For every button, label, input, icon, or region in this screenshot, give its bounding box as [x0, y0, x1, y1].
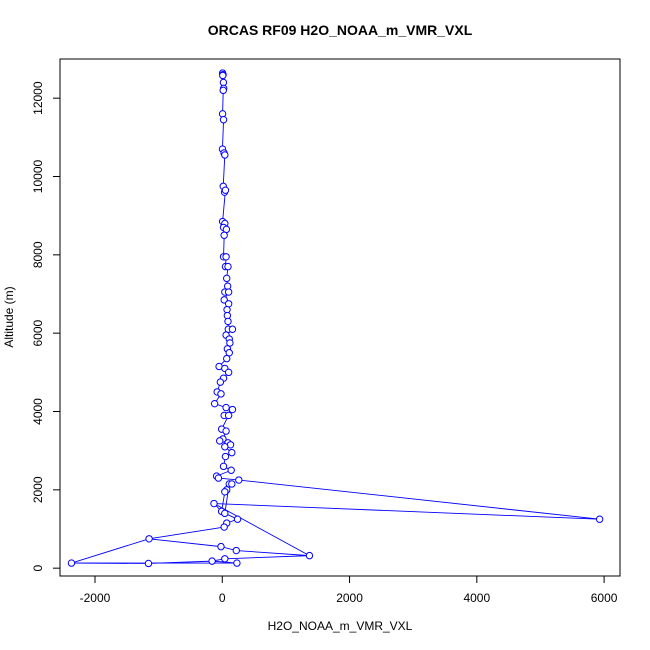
chart-title: ORCAS RF09 H2O_NOAA_m_VMR_VXL — [208, 22, 473, 38]
data-point — [216, 437, 224, 445]
data-point — [595, 515, 604, 523]
series-segment — [222, 154, 226, 187]
series-segment — [213, 503, 310, 557]
data-point — [222, 403, 230, 412]
data-point — [227, 466, 235, 474]
series-segment — [238, 479, 600, 520]
data-point — [224, 411, 233, 420]
data-point — [222, 427, 230, 435]
data-point — [219, 71, 227, 80]
x-tick-label: 4000 — [463, 591, 490, 605]
data-point — [235, 476, 243, 484]
series-segment — [149, 526, 225, 540]
data-point — [221, 555, 229, 563]
data-point — [221, 151, 229, 159]
data-point — [144, 559, 153, 568]
x-tick-label: 6000 — [591, 591, 618, 605]
data-point — [224, 262, 232, 271]
series-segment — [222, 90, 224, 114]
data-point — [210, 399, 219, 408]
data-point — [233, 515, 242, 523]
series-lines — [71, 72, 600, 564]
data-point — [219, 462, 228, 471]
data-point — [221, 443, 229, 451]
data-point — [222, 253, 230, 261]
series-segment — [222, 119, 224, 150]
data-point — [221, 452, 230, 461]
data-point — [233, 559, 241, 567]
x-tick-label: 0 — [219, 591, 226, 605]
data-point — [223, 274, 231, 283]
series-segment — [213, 503, 600, 520]
x-axis: -2000 0 2000 4000 6000 — [80, 575, 618, 605]
data-point — [219, 86, 227, 95]
data-point — [220, 231, 228, 239]
y-tick-label: 8000 — [31, 241, 45, 268]
data-point — [232, 546, 240, 555]
data-point — [67, 559, 76, 567]
y-tick-label: 0 — [31, 565, 45, 572]
data-point — [214, 474, 223, 482]
data-point — [305, 551, 314, 560]
series-segment — [149, 538, 222, 548]
data-point — [220, 523, 228, 531]
data-point — [217, 542, 225, 551]
x-tick-label: 2000 — [336, 591, 363, 605]
series-segment — [224, 555, 310, 560]
series-segment — [71, 538, 150, 564]
data-point — [221, 488, 229, 496]
y-tick-label: 12000 — [31, 81, 45, 115]
y-tick-label: 6000 — [31, 319, 45, 346]
y-tick-label: 4000 — [31, 398, 45, 425]
y-axis: 0 2000 4000 6000 8000 10000 12000 — [31, 81, 61, 572]
x-tick-label: -2000 — [80, 591, 111, 605]
data-point — [145, 535, 153, 543]
series-segment — [148, 560, 213, 564]
data-point — [217, 390, 225, 398]
data-point — [224, 288, 233, 296]
data-point — [228, 480, 236, 488]
series-segment — [236, 550, 310, 557]
data-point — [224, 368, 233, 377]
series-points — [67, 69, 604, 568]
y-axis-label: Altitude (m) — [2, 286, 16, 347]
data-point — [208, 557, 216, 565]
data-point — [228, 448, 236, 457]
data-point — [224, 317, 232, 326]
data-point — [216, 378, 225, 386]
data-point — [228, 405, 237, 414]
data-point — [221, 186, 230, 194]
data-point — [228, 325, 237, 333]
data-point — [219, 116, 228, 124]
y-tick-label: 10000 — [31, 159, 45, 193]
data-point — [218, 110, 227, 118]
data-point — [210, 499, 218, 508]
y-tick-label: 2000 — [31, 476, 45, 503]
data-point — [221, 509, 229, 518]
x-axis-label: H2O_NOAA_m_VMR_VXL — [268, 619, 413, 633]
data-point — [223, 354, 231, 363]
plot-frame — [59, 58, 621, 577]
